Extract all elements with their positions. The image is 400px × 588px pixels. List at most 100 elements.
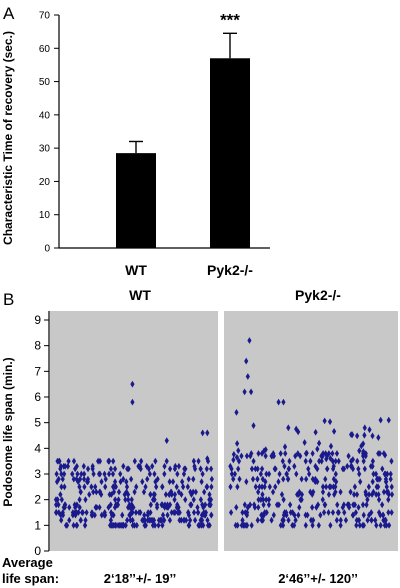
panel-b-y-axis-label: Podosome life span (min.) [1,357,15,506]
data-point [70,509,76,516]
panel-b-y-tick-label: 8 [34,339,41,353]
data-point [235,483,240,491]
data-point [361,452,366,460]
data-point [164,437,169,445]
data-point [338,488,343,496]
data-point [286,475,291,483]
data-point [71,475,76,483]
data-point [357,521,362,529]
data-point [374,491,379,498]
data-point [134,483,139,491]
data-point [152,491,157,498]
data-point [78,488,83,496]
data-point [369,509,374,516]
data-point [187,521,192,529]
panel-b-y-tick-label: 3 [34,467,41,481]
data-point [328,521,333,529]
data-point [179,491,184,498]
data-point [142,511,147,519]
data-point [351,511,356,519]
data-point [74,521,79,529]
data-point [267,483,272,491]
data-point [155,475,160,483]
data-point [63,521,69,529]
data-point [319,457,324,465]
data-point [79,470,84,478]
data-point [173,462,178,470]
data-point [370,478,375,486]
data-point [167,465,173,473]
data-point [77,483,82,491]
data-point [128,503,133,511]
data-point [75,470,80,478]
scatter-series-pyk2 [228,337,395,529]
data-point [266,501,272,509]
data-point [177,509,182,516]
data-point [378,416,383,424]
scatter-chart: 0 1 2 3 4 5 6 7 8 9 [34,311,398,558]
data-point [172,496,177,504]
data-point [172,509,177,516]
data-point [205,455,210,462]
data-point [273,483,278,491]
data-point [131,503,136,511]
data-point [386,521,392,529]
data-point [324,455,329,463]
data-point [376,434,381,441]
data-point [273,465,278,473]
data-point [193,488,198,496]
data-point [286,465,292,473]
data-point [87,491,92,498]
data-point [251,457,256,465]
data-point [204,465,209,473]
data-point [77,496,82,504]
data-point [244,521,250,529]
data-point [371,488,376,496]
data-point [259,465,265,473]
data-point [357,470,362,478]
data-point [128,516,133,524]
data-point [284,511,289,519]
data-point [169,491,174,498]
panel-a-y-tick-label: 60 [39,44,51,55]
data-point [333,483,338,491]
data-point [209,483,214,491]
data-point [292,462,297,470]
data-point [323,501,328,509]
footer-average-label: Average [2,555,53,570]
data-point [296,511,301,519]
data-point [130,380,135,388]
data-point [350,456,355,463]
data-point [232,470,238,478]
data-point [107,491,112,498]
data-point [124,488,129,496]
data-point [130,521,135,529]
data-point [198,516,203,524]
data-point [313,475,318,483]
data-point [231,475,236,483]
data-point [383,478,389,486]
data-point [342,509,347,516]
data-point [235,521,240,529]
data-point [231,450,236,458]
data-point [84,509,89,516]
data-point [249,521,254,529]
data-point [389,491,395,498]
data-point [180,483,186,491]
data-point [132,488,137,496]
data-point [303,521,308,529]
data-point [74,475,79,483]
data-point [205,483,210,491]
data-point [333,457,338,465]
data-point [341,501,347,509]
data-point [61,503,66,511]
data-point [111,457,116,465]
data-point [338,516,343,524]
data-point [120,511,125,519]
data-point [377,450,383,457]
data-point [78,516,83,524]
panel-a-y-tick-label: 20 [39,177,51,188]
data-point [348,488,353,496]
data-point [261,501,266,509]
data-point [308,457,313,465]
